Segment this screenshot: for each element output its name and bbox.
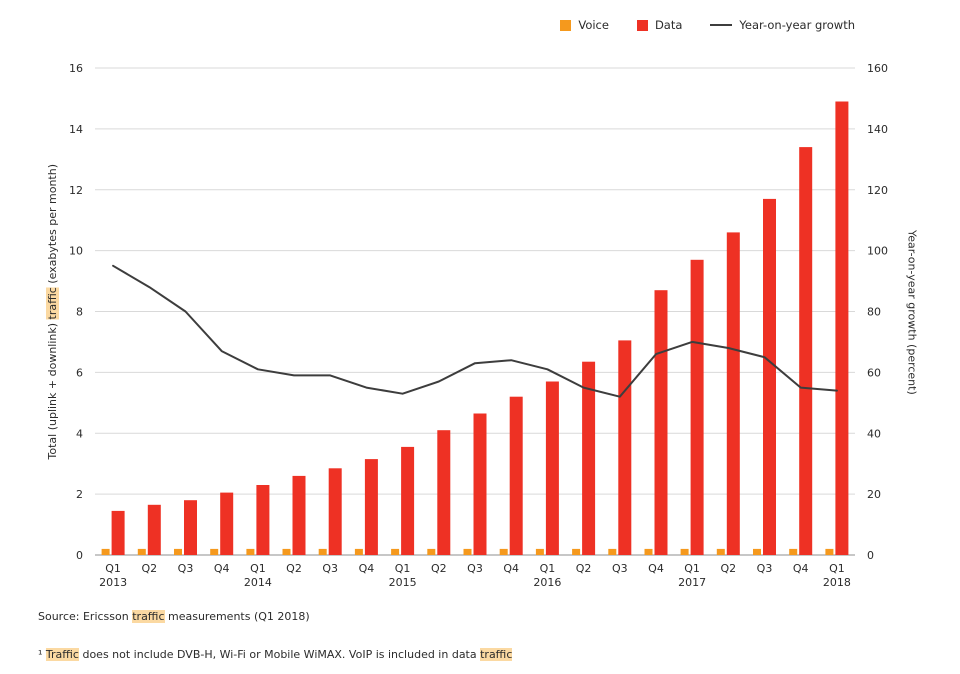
svg-text:Q3: Q3 <box>322 562 338 575</box>
legend: Voice Data Year-on-year growth <box>560 18 855 32</box>
svg-text:140: 140 <box>867 123 888 136</box>
svg-text:Q3: Q3 <box>467 562 483 575</box>
voice-swatch-icon <box>560 19 572 31</box>
svg-text:0: 0 <box>867 549 874 562</box>
legend-label-data: Data <box>654 18 683 32</box>
svg-text:12: 12 <box>69 184 83 197</box>
svg-text:2018: 2018 <box>823 576 851 589</box>
svg-text:Q1: Q1 <box>395 562 411 575</box>
svg-text:20: 20 <box>867 488 881 501</box>
svg-text:16: 16 <box>69 62 83 75</box>
svg-text:100: 100 <box>867 245 888 258</box>
svg-text:60: 60 <box>867 366 881 379</box>
svg-text:14: 14 <box>69 123 83 136</box>
svg-text:10: 10 <box>69 245 83 258</box>
svg-text:Q4: Q4 <box>359 562 375 575</box>
right-axis-title-wrap: Year-on-year growth (percent) <box>902 68 922 556</box>
svg-text:2016: 2016 <box>533 576 561 589</box>
svg-text:2017: 2017 <box>678 576 706 589</box>
svg-text:Q1: Q1 <box>684 562 700 575</box>
legend-label-voice: Voice <box>578 18 609 32</box>
svg-text:Q2: Q2 <box>431 562 447 575</box>
svg-text:Q4: Q4 <box>793 562 809 575</box>
svg-text:Q4: Q4 <box>503 562 519 575</box>
svg-text:2014: 2014 <box>244 576 272 589</box>
svg-text:Q1: Q1 <box>105 562 121 575</box>
legend-label-growth: Year-on-year growth <box>739 18 855 32</box>
svg-text:Q2: Q2 <box>720 562 736 575</box>
svg-text:40: 40 <box>867 427 881 440</box>
svg-text:6: 6 <box>76 366 83 379</box>
svg-text:Q4: Q4 <box>648 562 664 575</box>
svg-text:8: 8 <box>76 306 83 319</box>
legend-item-data: Data <box>636 18 683 32</box>
footnote-text: ¹ Traffic does not include DVB-H, Wi-Fi … <box>38 648 513 661</box>
svg-text:Q3: Q3 <box>757 562 773 575</box>
legend-item-voice: Voice <box>560 18 609 32</box>
data-swatch-icon <box>636 19 648 31</box>
legend-item-growth: Year-on-year growth <box>710 18 855 32</box>
svg-text:0: 0 <box>76 549 83 562</box>
svg-text:Q2: Q2 <box>141 562 157 575</box>
svg-text:Q4: Q4 <box>214 562 230 575</box>
svg-text:2013: 2013 <box>99 576 127 589</box>
svg-text:Q3: Q3 <box>612 562 628 575</box>
svg-text:4: 4 <box>76 427 83 440</box>
svg-text:2015: 2015 <box>389 576 417 589</box>
svg-text:Q3: Q3 <box>178 562 194 575</box>
svg-text:80: 80 <box>867 306 881 319</box>
svg-text:Q2: Q2 <box>576 562 592 575</box>
svg-text:Q1: Q1 <box>250 562 266 575</box>
svg-text:120: 120 <box>867 184 888 197</box>
growth-line-swatch-icon <box>710 24 733 26</box>
svg-text:Q1: Q1 <box>829 562 845 575</box>
svg-text:Q2: Q2 <box>286 562 302 575</box>
right-axis-title: Year-on-year growth (percent) <box>905 229 919 395</box>
svg-text:160: 160 <box>867 62 888 75</box>
source-text: Source: Ericsson traffic measurements (Q… <box>38 610 310 623</box>
svg-text:Q1: Q1 <box>540 562 556 575</box>
svg-text:2: 2 <box>76 488 83 501</box>
